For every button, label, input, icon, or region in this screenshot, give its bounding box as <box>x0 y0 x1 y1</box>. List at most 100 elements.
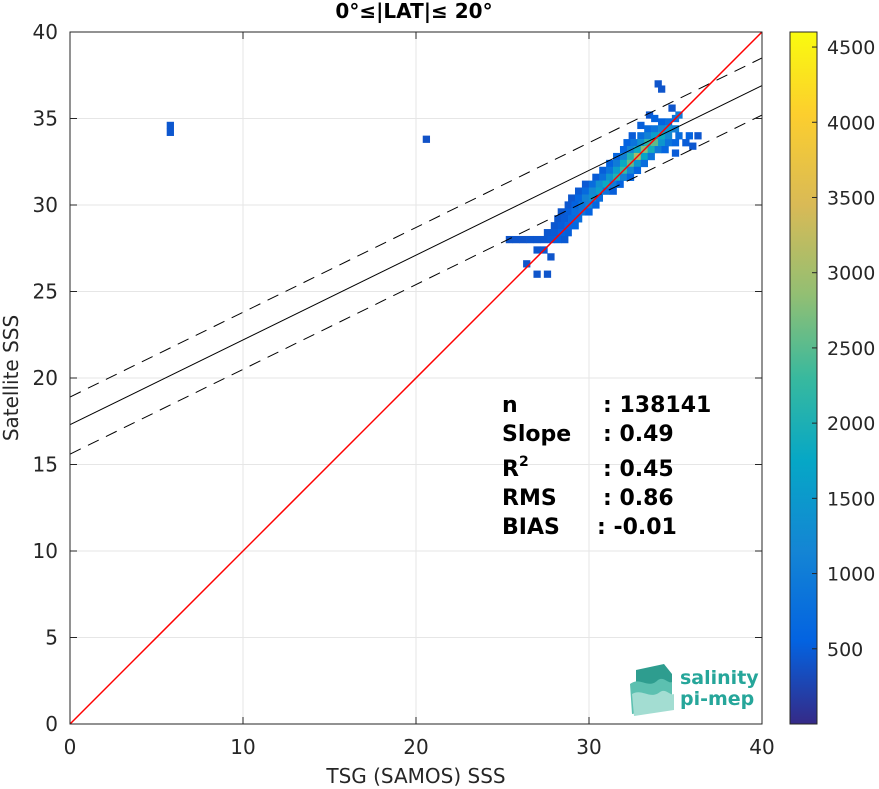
density-cell <box>619 146 628 154</box>
density-cell <box>637 132 645 140</box>
density-cell <box>422 135 431 143</box>
stat-rms-label: RMS <box>502 486 557 511</box>
logo-line-2: pi-mep <box>680 688 754 710</box>
density-cell <box>602 180 610 188</box>
density-cell <box>644 132 652 140</box>
density-cell <box>571 201 579 209</box>
density-cell <box>640 159 648 168</box>
density-cell <box>606 173 614 181</box>
x-tick-label: 0 <box>64 735 77 759</box>
density-cell <box>588 180 597 188</box>
x-tick-label: 40 <box>749 735 774 759</box>
density-cell <box>644 139 652 147</box>
colorbar-tick-label: 3500 <box>827 187 875 209</box>
density-cell <box>645 111 654 119</box>
density-cell <box>651 132 659 140</box>
density-cell <box>585 208 593 216</box>
density-cell <box>619 173 628 181</box>
stats-panel: n : 138141 Slope : 0.49 R2 : 0.45 RMS : … <box>502 393 711 540</box>
y-tick-label: 35 <box>33 107 58 131</box>
density-cell <box>609 180 617 188</box>
density-cell <box>664 118 673 126</box>
density-cell <box>633 146 642 154</box>
colorbar-tick-label: 3000 <box>827 263 875 285</box>
y-axis-label: Satellite SSS <box>0 315 23 441</box>
stat-slope-label: Slope <box>502 422 571 447</box>
density-cell <box>675 132 683 140</box>
density-cell <box>595 180 604 188</box>
density-cell <box>543 270 552 278</box>
density-cell <box>654 146 662 154</box>
density-cell <box>581 180 590 188</box>
y-axis-ticks: 0 5 10 15 20 25 30 35 40 <box>33 20 762 736</box>
density-cell <box>592 201 600 209</box>
density-cell <box>664 125 673 133</box>
density-cell <box>637 121 645 130</box>
density-cell <box>651 139 659 147</box>
density-cell <box>606 159 614 168</box>
density-cell <box>671 149 680 157</box>
y-tick-label: 25 <box>33 280 58 304</box>
x-tick-label: 20 <box>403 735 428 759</box>
upper-band-line <box>70 57 762 398</box>
density-cell <box>637 139 645 147</box>
density-cell <box>581 187 590 195</box>
density-cell <box>554 235 562 244</box>
density-cell <box>658 125 666 133</box>
density-cell <box>533 235 541 244</box>
colorbar-tick-label: 4000 <box>827 112 875 134</box>
salinity-pi-mep-logo: salinity pi-mep <box>630 664 759 716</box>
density-cell <box>658 118 666 126</box>
density-cell <box>602 187 610 195</box>
y-tick-label: 15 <box>33 453 58 477</box>
density-cell <box>166 121 174 130</box>
stat-r2-base: R <box>502 457 519 482</box>
density-cell <box>613 159 621 168</box>
density-cell <box>595 194 604 202</box>
density-cell <box>578 201 586 209</box>
density-cell <box>628 132 636 140</box>
density-cell <box>561 235 569 244</box>
stat-slope-value: : 0.49 <box>603 422 674 447</box>
density-cell <box>568 194 576 202</box>
density-cell <box>505 235 514 244</box>
logo-line-1: salinity <box>680 667 759 689</box>
density-cell <box>554 215 562 223</box>
density-cell <box>533 270 541 278</box>
density-cell <box>547 235 555 244</box>
density-cell <box>550 222 559 230</box>
density-cell <box>574 194 583 202</box>
density-cell <box>682 139 690 147</box>
density-cell <box>685 132 693 140</box>
density-cell <box>644 125 652 133</box>
density-cell <box>647 152 655 161</box>
density-cell <box>651 114 659 123</box>
density-cell <box>640 152 648 161</box>
density-cell <box>613 166 621 175</box>
density-cell <box>626 152 635 161</box>
density-cell <box>619 152 628 161</box>
x-axis-label: TSG (SAMOS) SSS <box>325 764 505 788</box>
density-cell <box>166 128 174 136</box>
density-cell <box>651 125 659 133</box>
density-cell <box>664 139 673 147</box>
density-cell <box>557 222 565 230</box>
stat-r2-exponent: 2 <box>519 454 529 470</box>
y-tick-label: 10 <box>33 539 58 563</box>
x-tick-label: 10 <box>230 735 255 759</box>
stat-r2-value: : 0.45 <box>603 457 674 482</box>
colorbar-tick-label: 500 <box>827 639 863 661</box>
density-cell <box>658 139 666 147</box>
density-cell <box>626 173 635 181</box>
y-tick-label: 20 <box>33 366 58 390</box>
density-cell <box>564 229 572 237</box>
density-cell <box>526 235 534 244</box>
chart-title: 0°≤|LAT|≤ 20° <box>335 0 492 23</box>
colorbar-tick-label: 1000 <box>827 564 875 586</box>
density-cell <box>568 215 576 223</box>
stat-bias-label: BIAS <box>502 515 560 540</box>
density-cell <box>574 215 583 223</box>
density-cell <box>609 187 617 195</box>
density-cell <box>626 166 635 175</box>
density-cell <box>519 235 527 244</box>
